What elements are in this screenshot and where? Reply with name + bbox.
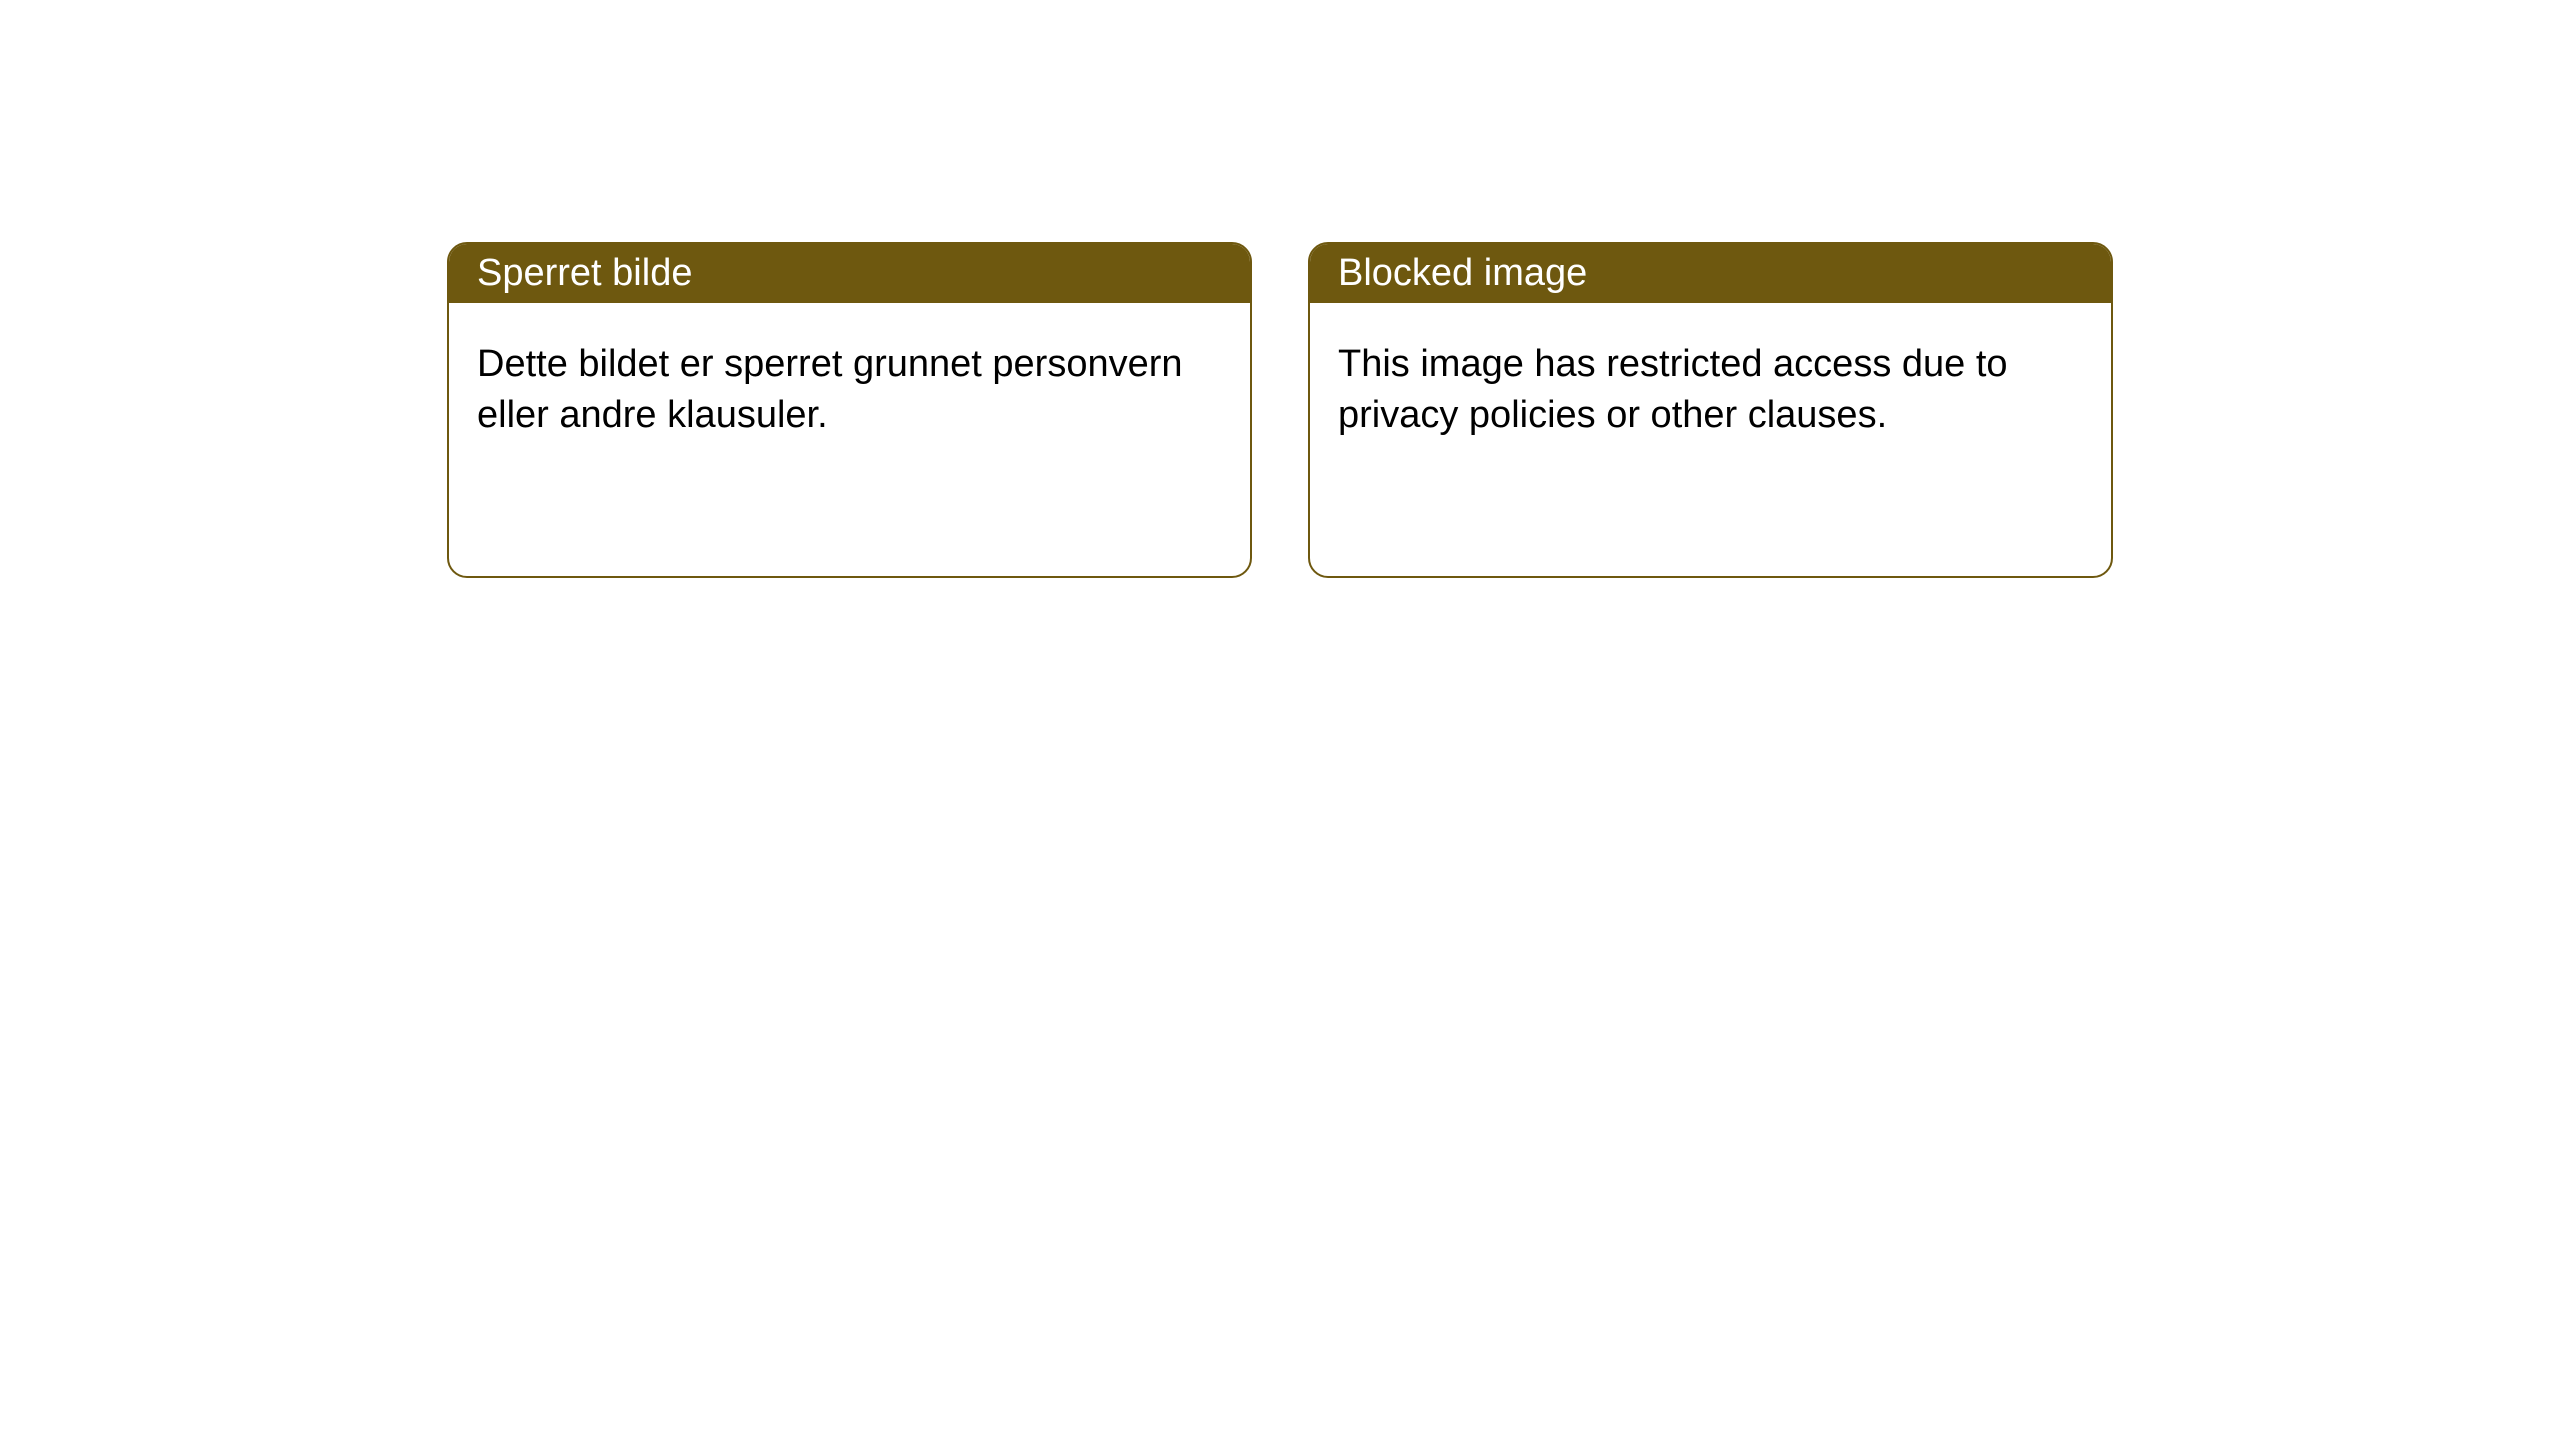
- notice-card-english: Blocked image This image has restricted …: [1308, 242, 2113, 578]
- notice-card-norwegian: Sperret bilde Dette bildet er sperret gr…: [447, 242, 1252, 578]
- notice-container: Sperret bilde Dette bildet er sperret gr…: [0, 0, 2560, 578]
- card-title: Blocked image: [1310, 244, 2111, 303]
- card-body: Dette bildet er sperret grunnet personve…: [449, 303, 1250, 478]
- card-title: Sperret bilde: [449, 244, 1250, 303]
- card-body: This image has restricted access due to …: [1310, 303, 2111, 478]
